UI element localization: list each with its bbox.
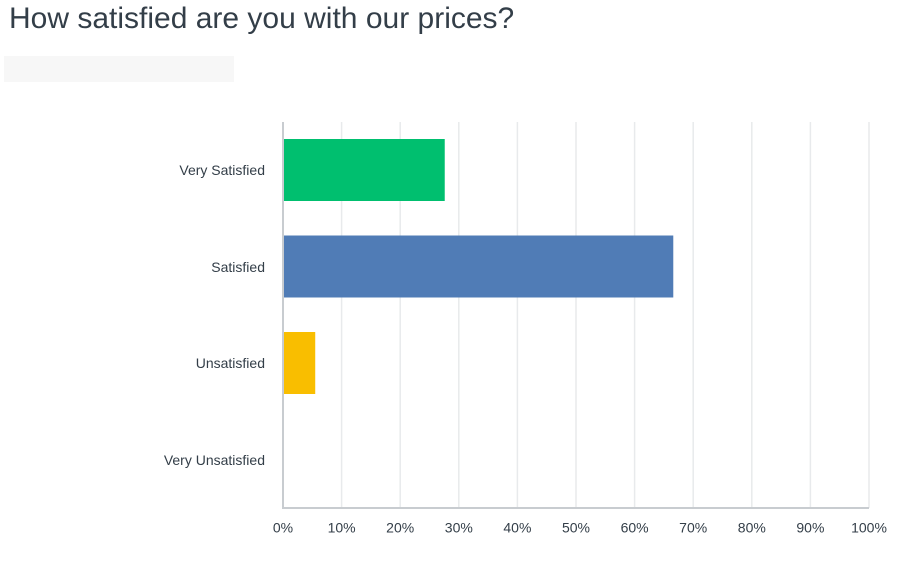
y-tick-label: Very Unsatisfied <box>163 451 265 468</box>
x-tick-label: 90% <box>796 520 824 536</box>
x-tick-label: 50% <box>562 520 590 536</box>
chart-title: How satisfied are you with our prices? <box>9 2 515 35</box>
x-tick-label: 40% <box>503 520 531 536</box>
x-tick-label: 70% <box>679 520 707 536</box>
x-tick-label: 100% <box>851 520 887 536</box>
bar <box>284 139 445 201</box>
y-tick-label: Very Satisfied <box>179 162 265 178</box>
x-tick-label: 20% <box>386 520 414 536</box>
bar <box>284 235 674 298</box>
x-tick-label: 60% <box>621 520 649 536</box>
bar <box>284 332 316 394</box>
y-tick-label: Unsatisfied <box>195 355 265 371</box>
y-tick-label: Satisfied <box>211 258 265 275</box>
placeholder-block <box>4 56 234 82</box>
x-tick-label: 0% <box>273 520 293 536</box>
x-tick-label: 10% <box>328 520 356 536</box>
x-tick-label: 80% <box>738 520 766 536</box>
x-tick-label: 30% <box>445 520 473 536</box>
